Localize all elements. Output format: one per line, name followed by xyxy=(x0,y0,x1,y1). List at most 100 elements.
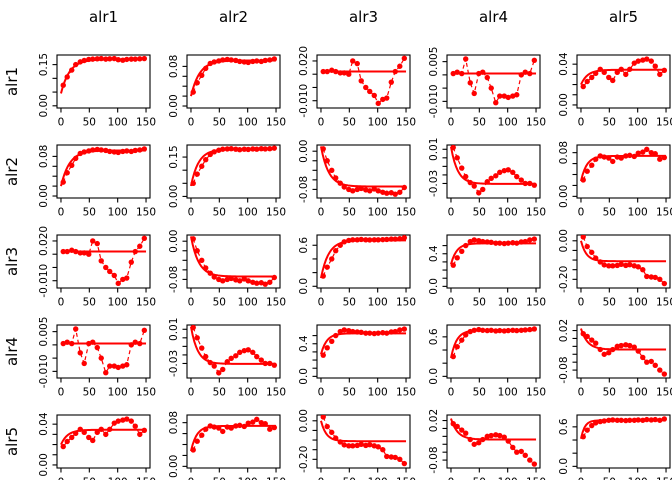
data-point xyxy=(627,417,633,423)
data-point xyxy=(367,441,373,448)
data-point xyxy=(141,235,148,242)
plot-box xyxy=(56,234,151,289)
data-point xyxy=(510,444,516,451)
data-point xyxy=(514,240,520,246)
x-tick-label: 50 xyxy=(213,117,226,129)
data-point xyxy=(459,337,465,343)
model-line xyxy=(580,328,667,351)
x-tick-label: 50 xyxy=(473,477,486,480)
data-point xyxy=(463,242,469,249)
data-point xyxy=(69,67,75,73)
data-point xyxy=(652,362,658,369)
data-point xyxy=(190,447,196,453)
data-point xyxy=(103,431,109,438)
data-point xyxy=(488,85,494,91)
data-point xyxy=(211,363,217,369)
data-point xyxy=(661,371,668,377)
plot-box xyxy=(186,54,281,109)
x-tick-label: 0 xyxy=(58,387,65,399)
data-point xyxy=(346,237,352,244)
data-point xyxy=(228,57,234,63)
panel-alr2-alr1: 0 50 100 150 0.00 0.08 xyxy=(38,144,156,219)
data-point xyxy=(141,327,148,333)
row-title-alr3: alr3 xyxy=(3,247,21,276)
data-point xyxy=(501,240,507,247)
data-point xyxy=(610,346,616,353)
plot-box xyxy=(316,144,411,199)
data-point xyxy=(505,240,511,246)
data-point xyxy=(493,240,499,246)
data-point xyxy=(631,60,637,66)
row-title-alr2: alr2 xyxy=(3,157,21,186)
panel-alr4-alr2: 0 50 100 150 0.01 -0.03 xyxy=(168,318,286,399)
plot-box xyxy=(446,54,541,109)
x-tick-label: 150 xyxy=(136,207,156,219)
data-point xyxy=(81,57,87,64)
data-point xyxy=(652,63,658,69)
data-point xyxy=(514,173,520,180)
data-point xyxy=(241,423,247,430)
data-point xyxy=(320,415,326,420)
panel-alr3-alr1: 0 50 100 150 -0.010 0.020 xyxy=(38,226,156,309)
y-tick-label: 0.04 xyxy=(38,412,50,436)
data-point xyxy=(73,155,79,162)
y-tick-label: 0.0 xyxy=(298,278,310,295)
data-point xyxy=(476,439,482,446)
data-point xyxy=(211,424,217,430)
y-tick-label: 0.00 xyxy=(168,185,180,208)
data-point xyxy=(60,179,66,185)
data-point xyxy=(237,58,243,65)
x-tick-label: 50 xyxy=(473,297,486,309)
data-point xyxy=(250,146,256,152)
data-point xyxy=(354,60,360,67)
data-point xyxy=(627,66,633,72)
data-point xyxy=(350,443,356,449)
data-point xyxy=(397,456,403,463)
data-point xyxy=(207,270,213,276)
y-tick-label: 0.6 xyxy=(558,418,570,435)
y-tick-label: 0.08 xyxy=(168,55,180,78)
plot-box xyxy=(316,234,411,289)
x-tick-label: 0 xyxy=(448,477,455,480)
y-tick-label: 0.4 xyxy=(298,335,310,352)
panel-alr4-alr5: 0 50 100 150 0.02 -0.08 xyxy=(558,319,672,399)
y-tick-label: 0.00 xyxy=(168,94,180,117)
data-point xyxy=(606,74,612,81)
x-tick-label: 50 xyxy=(603,207,616,219)
data-point xyxy=(380,330,386,336)
data-point xyxy=(384,453,390,460)
data-point xyxy=(115,280,121,287)
x-tick-label: 100 xyxy=(498,477,518,480)
data-point xyxy=(94,240,100,247)
data-point xyxy=(141,427,148,433)
data-point xyxy=(497,432,503,439)
data-point xyxy=(652,151,658,157)
panel-alr1-alr2: 0 50 100 150 0.00 0.08 xyxy=(168,54,286,129)
data-point xyxy=(627,152,633,159)
data-point xyxy=(367,330,373,336)
data-point xyxy=(329,429,335,436)
data-point xyxy=(271,424,278,431)
data-point xyxy=(635,348,641,354)
data-point xyxy=(207,359,213,366)
data-point xyxy=(463,430,469,436)
data-point xyxy=(471,441,477,447)
panel-alr5-alr2: 0 50 100 150 0.00 0.08 xyxy=(168,411,286,480)
data-point xyxy=(527,237,533,243)
data-point xyxy=(329,338,335,345)
data-point xyxy=(98,147,104,153)
data-point xyxy=(354,329,360,335)
data-point xyxy=(77,350,83,356)
data-point xyxy=(337,242,343,248)
x-tick-label: 100 xyxy=(628,477,648,480)
data-point xyxy=(350,328,356,335)
x-tick-label: 150 xyxy=(656,387,672,399)
data-point xyxy=(627,261,633,268)
data-point xyxy=(107,56,113,62)
data-point xyxy=(635,264,641,270)
data-point xyxy=(190,180,196,187)
data-point xyxy=(199,163,205,169)
x-tick-label: 0 xyxy=(318,117,325,129)
data-point xyxy=(610,77,616,84)
y-tick-label: 0.00 xyxy=(38,184,50,207)
